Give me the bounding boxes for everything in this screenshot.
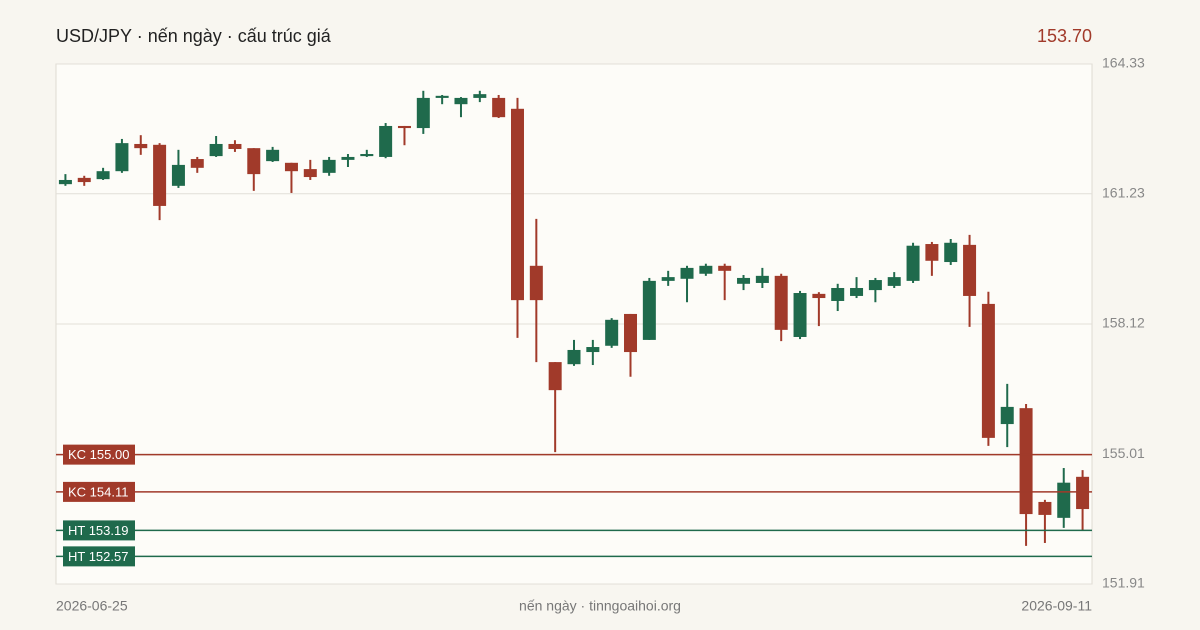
candle-body <box>981 303 995 438</box>
candle-body <box>171 164 185 186</box>
candle-body <box>831 287 845 301</box>
level-label-box <box>63 520 135 541</box>
candle-body <box>115 143 129 172</box>
candle-body <box>963 244 977 296</box>
candle-body <box>266 149 280 162</box>
candle-body <box>510 108 524 301</box>
candle-body <box>134 143 148 149</box>
candle-body <box>209 143 223 157</box>
candle-body <box>1000 406 1014 425</box>
candle-body <box>1019 408 1033 515</box>
y-tick-label: 155.01 <box>1102 445 1145 461</box>
last-price: 153.70 <box>1037 26 1092 46</box>
y-tick-label: 158.12 <box>1102 315 1145 331</box>
candle-body <box>680 267 694 279</box>
candle-body <box>774 275 788 330</box>
candle-body <box>567 349 581 365</box>
candle-body <box>322 159 336 173</box>
candle-body <box>661 277 675 281</box>
level-label-box <box>63 481 135 502</box>
candle-body <box>96 171 110 180</box>
candle-body <box>925 244 939 261</box>
candle-body <box>341 156 355 160</box>
candle-body <box>642 280 656 340</box>
candle-body <box>1076 476 1090 510</box>
candle-body <box>228 143 242 149</box>
level-label-box <box>63 444 135 465</box>
candle-body <box>454 97 468 105</box>
y-tick-label: 151.91 <box>1102 575 1145 591</box>
candle-body <box>416 97 430 129</box>
candle-body <box>473 94 487 98</box>
candle-body <box>435 95 449 98</box>
candle-body <box>605 319 619 346</box>
level-label: KC 155.00 <box>68 447 129 462</box>
candle-body <box>793 293 807 337</box>
candle-body <box>850 287 864 296</box>
y-tick-label: 164.33 <box>1102 55 1145 71</box>
candle-body <box>868 280 882 291</box>
candle-body <box>77 177 91 183</box>
candle-body <box>1038 501 1052 515</box>
level-label: KC 154.11 <box>68 484 128 499</box>
candle-body <box>284 162 298 172</box>
x-tick-label: 2026-06-25 <box>56 598 128 614</box>
candle-body <box>360 154 374 157</box>
candle-body <box>944 242 958 263</box>
candle-body <box>303 169 317 178</box>
candle-body <box>529 265 543 301</box>
y-tick-label: 161.23 <box>1102 184 1145 200</box>
candle-body <box>624 313 638 353</box>
candle-body <box>887 277 901 286</box>
chart-title: USD/JPY · nến ngày · cấu trúc giá <box>56 26 332 46</box>
candle-body <box>492 97 506 118</box>
x-tick-label: 2026-09-11 <box>1021 598 1092 614</box>
candle-body <box>586 347 600 353</box>
level-label: HT 152.57 <box>68 549 128 564</box>
candle-body <box>247 148 261 175</box>
candle-body <box>718 265 732 271</box>
level-label: HT 153.19 <box>68 523 128 538</box>
footer: nến ngày · tinngoaihoi.org <box>519 598 681 614</box>
candle-body <box>548 362 562 391</box>
candle-body <box>190 159 204 168</box>
candle-body <box>379 125 393 157</box>
candle-body <box>906 245 920 281</box>
level-label-box <box>63 546 135 567</box>
candle-body <box>699 265 713 274</box>
candle-body <box>153 144 167 206</box>
candle-body <box>737 277 751 284</box>
candle-body <box>812 293 826 299</box>
candle-body <box>1057 482 1071 518</box>
candle-body <box>397 125 411 129</box>
candle-body <box>58 179 72 185</box>
candle-body <box>755 275 769 283</box>
